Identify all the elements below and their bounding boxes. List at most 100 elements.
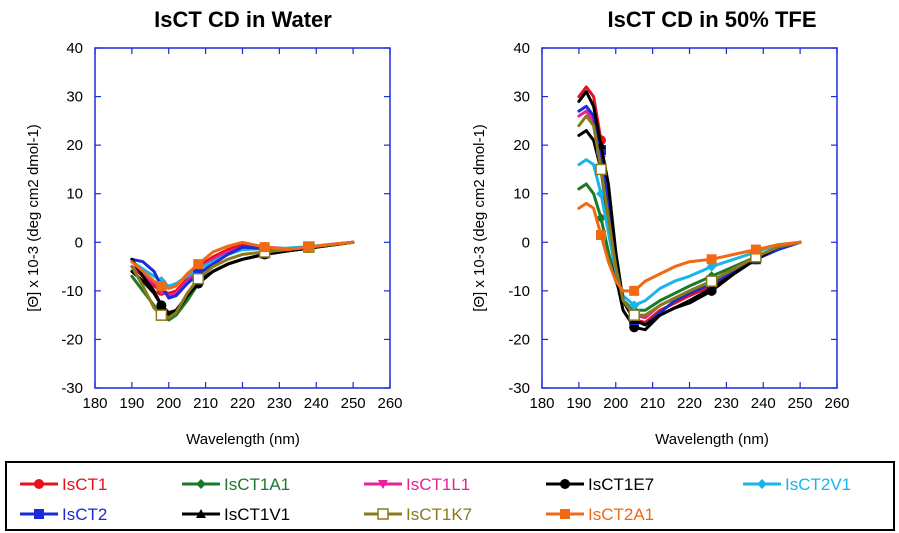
- x-tick-label: 200: [603, 395, 628, 412]
- y-tick-label: -20: [508, 331, 530, 348]
- legend-entry-isct1: IsCT1: [20, 475, 107, 494]
- data-point-isct1k7: [192, 272, 204, 285]
- legend-label: IsCT1A1: [224, 475, 290, 494]
- y-tick-label: -20: [61, 331, 83, 348]
- legend: IsCT1 IsCT1A1 IsCT1L1 IsCT1E7 IsCT2V1 IsCT2 Is…: [5, 461, 895, 531]
- tfe-panel: IsCT CD in 50% TFE 40 30 20 10 0 -10 -20 -30 18…: [471, 7, 850, 448]
- x-tick-label: 210: [193, 395, 218, 412]
- water-y-ticks: 40 30 20 10 0 -10 -20 -30: [61, 40, 390, 397]
- water-chart-title: IsCT CD in Water: [154, 7, 332, 32]
- legend-label: IsCT1L1: [406, 475, 470, 494]
- data-point-isct1k7: [155, 309, 168, 321]
- x-tick-label: 180: [529, 395, 554, 412]
- x-tick-label: 260: [377, 395, 402, 412]
- y-tick-label: 20: [513, 137, 530, 154]
- x-tick-label: 210: [640, 395, 665, 412]
- series-line-isct1v1: [577, 90, 802, 327]
- legend-marker: [378, 480, 388, 489]
- legend-marker: [196, 509, 206, 518]
- legend-marker: [196, 479, 206, 489]
- data-point-isct1k7: [628, 309, 640, 321]
- tfe-y-ticks: 40 30 20 10 0 -10 -20 -30: [508, 40, 837, 397]
- x-tick-label: 240: [304, 395, 329, 412]
- legend-marker: [34, 479, 44, 489]
- data-point-isct2a1: [629, 285, 640, 296]
- x-tick-label: 190: [119, 395, 144, 412]
- data-point-isct2a1: [193, 259, 204, 270]
- y-tick-label: 10: [513, 186, 530, 203]
- legend-entry-isct1k7: IsCT1K7: [364, 505, 472, 524]
- y-tick-label: -10: [61, 283, 83, 300]
- legend-entry-isct2v1: IsCT2V1: [743, 475, 851, 494]
- tfe-x-ticks: 180 190 200 210 220 230 240 250 260: [529, 48, 850, 412]
- tfe-chart-title: IsCT CD in 50% TFE: [607, 7, 816, 32]
- legend-entry-isct1a1: IsCT1A1: [182, 475, 290, 494]
- y-tick-label: -30: [508, 380, 530, 397]
- legend-entry-isct2: IsCT2: [20, 505, 107, 524]
- x-tick-label: 230: [714, 395, 739, 412]
- y-tick-label: -10: [508, 283, 530, 300]
- data-point-isct2a1: [750, 244, 761, 255]
- x-tick-label: 250: [341, 395, 366, 412]
- tfe-plot-frame: [541, 47, 838, 389]
- legend-marker: [34, 509, 44, 519]
- water-series: [130, 240, 355, 322]
- x-tick-label: 240: [751, 395, 776, 412]
- x-tick-label: 260: [824, 395, 849, 412]
- legend-entry-isct2a1: IsCT2A1: [546, 505, 654, 524]
- y-tick-label: 0: [522, 234, 530, 251]
- series-line-isct2a1: [577, 201, 802, 293]
- y-tick-label: 30: [513, 89, 530, 106]
- water-x-ticks: 180 190 200 210 220 230 240 250 260: [82, 48, 403, 412]
- legend-label: IsCT2V1: [785, 475, 851, 494]
- data-point-isct1v1: [156, 300, 167, 310]
- series-line-isct2v1: [130, 240, 355, 288]
- tfe-x-axis-label: Wavelength (nm): [655, 431, 769, 448]
- x-tick-label: 250: [788, 395, 813, 412]
- legend-label: IsCT1: [62, 475, 107, 494]
- legend-marker: [757, 479, 767, 489]
- legend-label: IsCT2A1: [588, 505, 654, 524]
- legend-box: [5, 461, 895, 531]
- tfe-y-axis-label: [Θ] x 10-3 (deg cm2 dmol-1): [471, 124, 488, 312]
- y-tick-label: 40: [513, 40, 530, 57]
- x-tick-label: 200: [156, 395, 181, 412]
- legend-label: IsCT1V1: [224, 505, 290, 524]
- data-point-isct2a1: [706, 254, 717, 265]
- water-y-axis-label: [Θ] x 10-3 (deg cm2 dmol-1): [25, 124, 42, 312]
- water-x-axis-label: Wavelength (nm): [186, 431, 300, 448]
- tfe-series: [577, 85, 802, 333]
- y-tick-label: 30: [66, 89, 83, 106]
- legend-marker: [560, 509, 570, 519]
- legend-entry-isct1v1: IsCT1V1: [182, 505, 290, 524]
- x-tick-label: 180: [82, 395, 107, 412]
- data-point-isct2a1: [156, 281, 167, 291]
- y-tick-label: 40: [66, 40, 83, 57]
- legend-label: IsCT1E7: [588, 475, 654, 494]
- data-point-isct2v1: [629, 300, 640, 311]
- y-tick-label: 10: [66, 186, 83, 203]
- series-line-isct1k7: [577, 114, 802, 317]
- data-point-isct1k7: [705, 275, 718, 287]
- water-plot-frame: [94, 47, 391, 389]
- legend-marker: [377, 508, 389, 520]
- x-tick-label: 230: [267, 395, 292, 412]
- data-point-isct1v1: [706, 283, 717, 293]
- y-tick-label: 20: [66, 137, 83, 154]
- legend-entry-isct1l1: IsCT1L1: [364, 475, 470, 494]
- data-point-isct1k7: [595, 163, 607, 176]
- y-tick-label: -30: [61, 380, 83, 397]
- data-point-isct2a1: [596, 230, 606, 240]
- legend-entry-isct1e7: IsCT1E7: [546, 475, 654, 494]
- legend-label: IsCT1K7: [406, 505, 472, 524]
- legend-marker: [560, 479, 570, 489]
- data-point-isct2a1: [303, 242, 314, 253]
- x-tick-label: 190: [566, 395, 591, 412]
- x-tick-label: 220: [677, 395, 702, 412]
- x-tick-label: 220: [230, 395, 255, 412]
- series-line-isct2v1: [577, 158, 802, 307]
- legend-label: IsCT2: [62, 505, 107, 524]
- data-point-isct2a1: [259, 242, 270, 253]
